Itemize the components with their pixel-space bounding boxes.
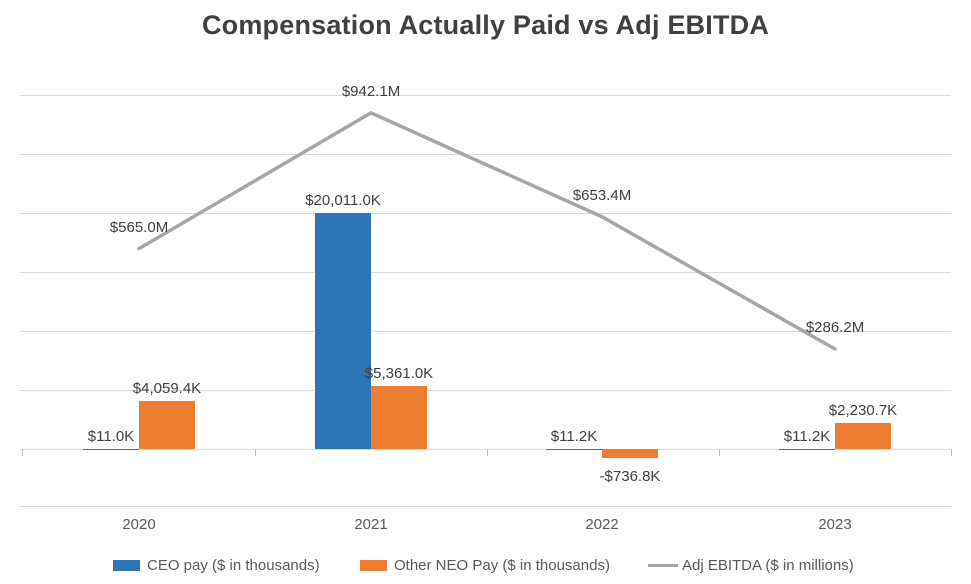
axis-tick bbox=[951, 449, 952, 456]
axis-tick bbox=[487, 449, 488, 456]
legend-item-adj-ebitda: Adj EBITDA ($ in millions) bbox=[648, 554, 854, 576]
gridline bbox=[20, 95, 951, 96]
line-label-adj-ebitda: $286.2M bbox=[805, 318, 865, 336]
adj-ebitda-line-path bbox=[137, 111, 837, 351]
gridline bbox=[20, 390, 951, 391]
ceo-pay-swatch-icon bbox=[113, 559, 140, 571]
legend-item-other-neo-pay: Other NEO Pay ($ in thousands) bbox=[360, 554, 610, 576]
gridline bbox=[20, 272, 951, 273]
bar-other-neo-pay bbox=[602, 449, 658, 458]
bar-label-other-neo-pay: $2,230.7K bbox=[828, 401, 898, 419]
axis-tick bbox=[255, 449, 256, 456]
other-neo-pay-swatch-icon bbox=[360, 559, 387, 571]
bar-label-ceo-pay: $11.2K bbox=[550, 427, 598, 445]
line-label-adj-ebitda: $565.0M bbox=[109, 218, 169, 236]
axis-tick bbox=[22, 449, 23, 456]
bar-label-other-neo-pay: $5,361.0K bbox=[364, 364, 434, 382]
legend-label-ceo-pay: CEO pay ($ in thousands) bbox=[147, 556, 320, 574]
chart-title: Compensation Actually Paid vs Adj EBITDA bbox=[201, 10, 770, 40]
bar-label-ceo-pay: $20,011.0K bbox=[305, 191, 381, 209]
gridline bbox=[20, 213, 951, 214]
bar-other-neo-pay bbox=[371, 385, 427, 449]
axis-tick bbox=[719, 449, 720, 456]
adj-ebitda-line-swatch-icon bbox=[648, 563, 678, 567]
legend-label-adj-ebitda: Adj EBITDA ($ in millions) bbox=[682, 556, 854, 574]
gridline bbox=[20, 449, 951, 450]
legend-item-ceo-pay: CEO pay ($ in thousands) bbox=[113, 554, 320, 576]
x-axis-label: 2023 bbox=[818, 516, 852, 533]
x-axis-label: 2020 bbox=[122, 516, 156, 533]
bar-other-neo-pay bbox=[139, 401, 195, 449]
bar-other-neo-pay bbox=[835, 422, 891, 449]
line-label-adj-ebitda: $942.1M bbox=[341, 82, 401, 100]
bar-label-other-neo-pay: -$736.8K bbox=[599, 467, 661, 485]
legend-label-other-neo-pay: Other NEO Pay ($ in thousands) bbox=[394, 556, 610, 574]
bar-label-ceo-pay: $11.0K bbox=[87, 427, 135, 445]
x-axis-label: 2021 bbox=[354, 516, 388, 533]
bar-label-other-neo-pay: $4,059.4K bbox=[132, 380, 202, 398]
bar-ceo-pay bbox=[315, 212, 371, 449]
gridline bbox=[20, 154, 951, 155]
line-label-adj-ebitda: $653.4M bbox=[572, 186, 632, 204]
bar-label-ceo-pay: $11.2K bbox=[783, 427, 831, 445]
gridline bbox=[20, 506, 951, 507]
x-axis-label: 2022 bbox=[585, 516, 619, 533]
